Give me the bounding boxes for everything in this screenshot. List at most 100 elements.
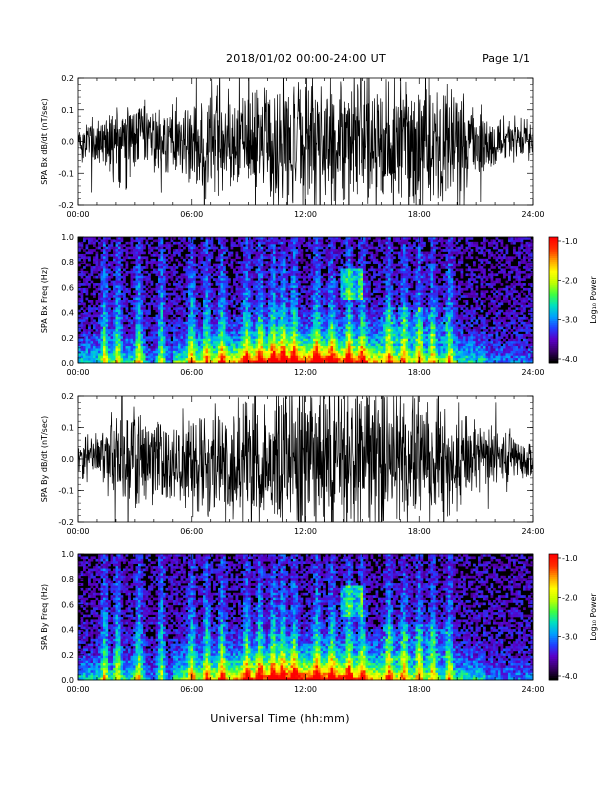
- spectrogram-cell: [308, 276, 311, 279]
- spectrogram-cell: [291, 351, 294, 354]
- spectrogram-cell: [306, 322, 309, 325]
- spectrogram-cell: [138, 266, 141, 269]
- spectrogram-cell: [103, 310, 106, 313]
- spectrogram-cell: [351, 298, 354, 301]
- spectrogram-cell: [273, 273, 276, 276]
- spectrogram-cell: [268, 310, 271, 313]
- spectrogram-cell: [108, 293, 111, 296]
- spectrogram-cell: [126, 252, 129, 255]
- spectrogram-cell: [168, 293, 171, 296]
- spectrogram-cell: [328, 256, 331, 259]
- spectrogram-cell: [221, 290, 224, 293]
- spectrogram-cell: [141, 353, 144, 356]
- spectrogram-cell: [171, 334, 174, 337]
- spectrogram-cell: [133, 353, 136, 356]
- spectrogram-cell: [246, 329, 249, 332]
- spectrogram-cell: [216, 356, 219, 359]
- spectrogram-cell: [316, 344, 319, 347]
- spectrogram-cell: [273, 312, 276, 315]
- spectrogram-cell: [101, 264, 104, 267]
- spectrogram-cell: [223, 271, 226, 274]
- spectrogram-cell: [86, 283, 89, 286]
- spectrogram-cell: [206, 322, 209, 325]
- spectrogram-cell: [281, 346, 284, 349]
- spectrogram-cell: [258, 327, 261, 330]
- spectrogram-cell: [238, 300, 241, 303]
- spectrogram-cell: [211, 353, 214, 356]
- spectrogram-cell: [343, 278, 346, 281]
- spectrogram-cell: [283, 290, 286, 293]
- spectrogram-cell: [208, 281, 211, 284]
- spectrogram-cell: [106, 329, 109, 332]
- spectrogram-cell: [351, 315, 354, 318]
- spectrogram-cell: [141, 242, 144, 245]
- spectrogram-cell: [318, 256, 321, 259]
- spectrogram-cell: [268, 358, 271, 361]
- spectrogram-cell: [206, 285, 209, 288]
- spectrogram-cell: [343, 322, 346, 325]
- spectrogram-cell: [216, 295, 219, 298]
- spectrogram-cell: [156, 322, 159, 325]
- spectrogram-cell: [196, 319, 199, 322]
- spectrogram-cell: [186, 256, 189, 259]
- spectrogram-cell: [96, 300, 99, 303]
- spectrogram-cell: [271, 285, 274, 288]
- spectrogram-cell: [353, 273, 356, 276]
- spectrogram-cell: [188, 324, 191, 327]
- spectrogram-cell: [333, 295, 336, 298]
- spectrogram-cell: [101, 285, 104, 288]
- spectrogram-cell: [123, 300, 126, 303]
- spectrogram-cell: [248, 348, 251, 351]
- spectrogram-cell: [116, 312, 119, 315]
- spectrogram-cell: [226, 356, 229, 359]
- spectrogram-cell: [236, 339, 239, 342]
- spectrogram-cell: [118, 329, 121, 332]
- spectrogram-cell: [231, 334, 234, 337]
- spectrogram-cell: [121, 334, 124, 337]
- spectrogram-cell: [193, 298, 196, 301]
- spectrogram-cell: [166, 273, 169, 276]
- spectrogram-cell: [203, 249, 206, 252]
- spectrogram-cell: [216, 264, 219, 267]
- spectrogram-cell: [281, 264, 284, 267]
- spectrogram-cell: [91, 319, 94, 322]
- spectrogram-cell: [228, 254, 231, 257]
- spectrogram-cell: [283, 348, 286, 351]
- spectrogram-cell: [188, 315, 191, 318]
- spectrogram-cell: [143, 271, 146, 274]
- spectrogram-cell: [251, 324, 254, 327]
- spectrogram-cell: [151, 271, 154, 274]
- spectrogram-cell: [343, 269, 346, 272]
- spectrogram-cell: [316, 239, 319, 242]
- spectrogram-cell: [226, 348, 229, 351]
- spectrogram-cell: [118, 269, 121, 272]
- spectrogram-cell: [228, 302, 231, 305]
- spectrogram-cell: [208, 271, 211, 274]
- spectrogram-cell: [116, 254, 119, 257]
- spectrogram-cell: [223, 358, 226, 361]
- spectrogram-cell: [323, 329, 326, 332]
- spectrogram-cell: [306, 302, 309, 305]
- spectrogram-cell: [343, 300, 346, 303]
- spectrogram-cell: [163, 264, 166, 267]
- spectrogram-cell: [306, 336, 309, 339]
- spectrogram-cell: [138, 334, 141, 337]
- spectrogram-cell: [243, 249, 246, 252]
- spectrogram-cell: [308, 244, 311, 247]
- spectrogram-cell: [248, 346, 251, 349]
- spectrogram-cell: [286, 273, 289, 276]
- spectrogram-cell: [203, 290, 206, 293]
- spectrogram-cell: [98, 315, 101, 318]
- spectrogram-cell: [116, 242, 119, 245]
- spectrogram-cell: [78, 324, 81, 327]
- spectrogram-cell: [253, 315, 256, 318]
- spectrogram-cell: [241, 266, 244, 269]
- spectrogram-cell: [271, 269, 274, 272]
- spectrogram-cell: [161, 239, 164, 242]
- spectrogram-cell: [136, 356, 139, 359]
- spectrogram-cell: [161, 254, 164, 257]
- spectrogram-cell: [161, 339, 164, 342]
- spectrogram-cell: [236, 273, 239, 276]
- spectrogram-cell: [188, 329, 191, 332]
- spectrogram-cell: [308, 315, 311, 318]
